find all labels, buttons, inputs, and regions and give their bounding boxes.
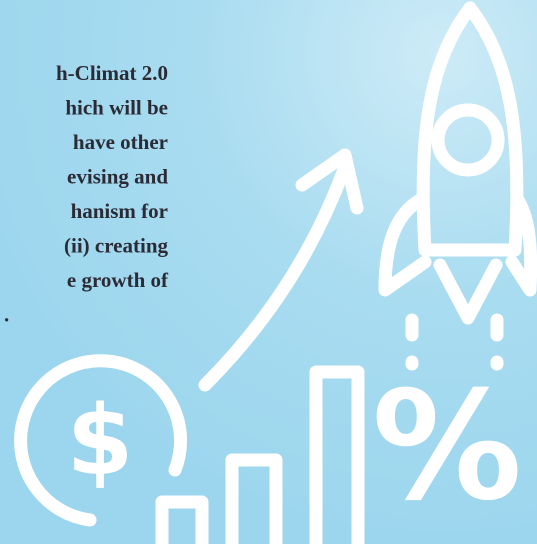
text-line: evising and <box>67 165 168 189</box>
rocket <box>378 1 537 371</box>
text-line: have other <box>73 130 168 154</box>
text-line: h-Climat 2.0 <box>56 61 168 85</box>
percent-sign: % <box>372 360 522 534</box>
dollar-sign: $ <box>67 385 134 497</box>
bar-chart <box>155 365 365 544</box>
text-line: e growth of <box>67 268 169 292</box>
text-line: hich will be <box>65 96 168 120</box>
text-block: h-Climat 2.0 hich will be have other evisin… <box>4 61 169 327</box>
text-line: (ii) creating <box>64 234 168 258</box>
text-line: . <box>4 303 9 327</box>
coin-circle <box>14 354 188 527</box>
text-line: hanism for <box>71 199 168 223</box>
growth-arrow <box>198 148 364 392</box>
